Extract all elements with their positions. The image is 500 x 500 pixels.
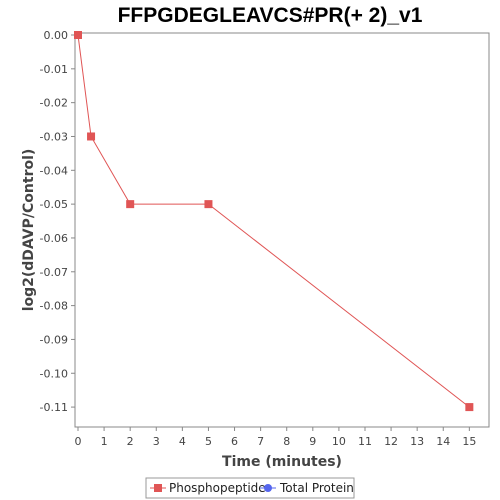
x-tick-label: 10 [332,435,346,448]
y-tick-label: -0.03 [40,130,68,143]
x-tick-label: 3 [153,435,160,448]
x-tick-label: 4 [179,435,186,448]
x-tick-label: 5 [205,435,212,448]
x-tick-label: 12 [384,435,398,448]
y-tick-label: -0.10 [40,367,68,380]
y-tick-label: -0.07 [40,266,68,279]
x-tick-label: 1 [101,435,108,448]
chart-title: FFPGDEGLEAVCS#PR(+ 2)_v1 [118,4,423,27]
legend-phosphopeptide-marker [154,484,162,492]
y-tick-label: -0.01 [40,63,68,76]
y-tick-label: -0.08 [40,300,68,313]
x-tick-label: 6 [231,435,238,448]
x-tick-label: 2 [127,435,134,448]
y-tick-label: 0.00 [44,29,69,42]
y-tick-label: -0.02 [40,97,68,110]
data-point [126,200,135,209]
x-tick-label: 0 [75,435,82,448]
legend-box [145,477,355,499]
legend-phosphopeptide-label: Phosphopeptide [169,481,266,495]
data-point [87,132,96,141]
y-tick-label: -0.06 [40,232,68,245]
y-tick-label: -0.09 [40,333,68,346]
data-point [465,403,474,412]
x-tick-label: 7 [257,435,264,448]
legend-total-protein-marker [264,484,272,492]
y-tick-label: -0.11 [40,401,68,414]
plot-area [74,32,490,428]
x-tick-label: 13 [410,435,424,448]
y-axis: 0.00 -0.01 -0.02 -0.03 -0.04 -0.05 -0.06 -0.07 -… [40,29,75,414]
legend-total-protein-label: Total Protein [279,481,354,495]
x-axis: 0 1 2 3 4 5 6 7 8 9 10 11 12 13 14 15 [75,427,476,448]
data-point [204,200,213,209]
x-tick-label: 8 [283,435,290,448]
y-tick-label: -0.04 [40,164,68,177]
x-tick-label: 14 [436,435,450,448]
x-tick-label: 15 [462,435,476,448]
x-axis-title: Time (minutes) [222,454,342,470]
series-layer [74,31,474,412]
y-tick-label: -0.05 [40,198,68,211]
data-point [74,31,82,39]
x-tick-label: 11 [358,435,372,448]
y-axis-title: log2(dDAVP/Control) [21,149,37,312]
x-tick-label: 9 [309,435,316,448]
legend: Phosphopeptide Total Protein [145,477,355,499]
